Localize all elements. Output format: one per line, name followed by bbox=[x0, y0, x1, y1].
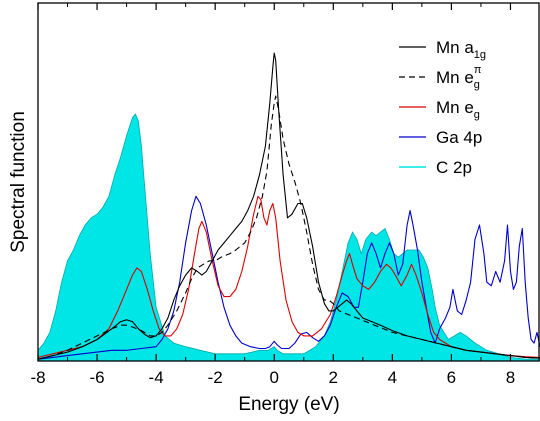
legend-item: Mn a1g bbox=[399, 38, 486, 61]
x-tick-label: -8 bbox=[30, 368, 45, 387]
series-c-2p-area bbox=[37, 113, 540, 362]
x-tick-label: -6 bbox=[89, 368, 104, 387]
x-tick-label: 2 bbox=[329, 368, 338, 387]
legend-label: Mn egπ bbox=[436, 64, 482, 91]
legend-item: Mn eg bbox=[399, 98, 480, 121]
x-tick-label: 0 bbox=[270, 368, 279, 387]
legend: Mn a1g Mn egπ Mn eg Ga 4p C 2p bbox=[399, 38, 486, 177]
plot-frame bbox=[37, 2, 540, 362]
x-axis: -8 -6 -4 -2 0 2 4 6 8 bbox=[30, 3, 515, 387]
legend-label: Mn a1g bbox=[436, 38, 486, 61]
x-tick-label: 4 bbox=[388, 368, 397, 387]
series-mn-e-g-line bbox=[37, 95, 540, 360]
series-layer bbox=[37, 52, 540, 362]
x-tick-label: 6 bbox=[447, 368, 456, 387]
series-ga-4p-line bbox=[37, 195, 540, 360]
legend-item: Ga 4p bbox=[399, 128, 482, 147]
legend-label: C 2p bbox=[436, 158, 472, 177]
x-tick-label: 8 bbox=[506, 368, 515, 387]
x-axis-label: Energy (eV) bbox=[238, 394, 339, 415]
legend-item: C 2p bbox=[399, 158, 472, 177]
series-mn-a-1g-line bbox=[37, 52, 540, 360]
y-axis-label: Spectral function bbox=[8, 111, 29, 253]
series-mn-e-g-line bbox=[37, 195, 540, 358]
legend-label: Mn eg bbox=[436, 98, 480, 121]
x-tick-label: -4 bbox=[149, 368, 164, 387]
legend-item: Mn egπ bbox=[399, 64, 482, 91]
legend-label: Ga 4p bbox=[436, 128, 482, 147]
x-tick-label: -2 bbox=[208, 368, 223, 387]
